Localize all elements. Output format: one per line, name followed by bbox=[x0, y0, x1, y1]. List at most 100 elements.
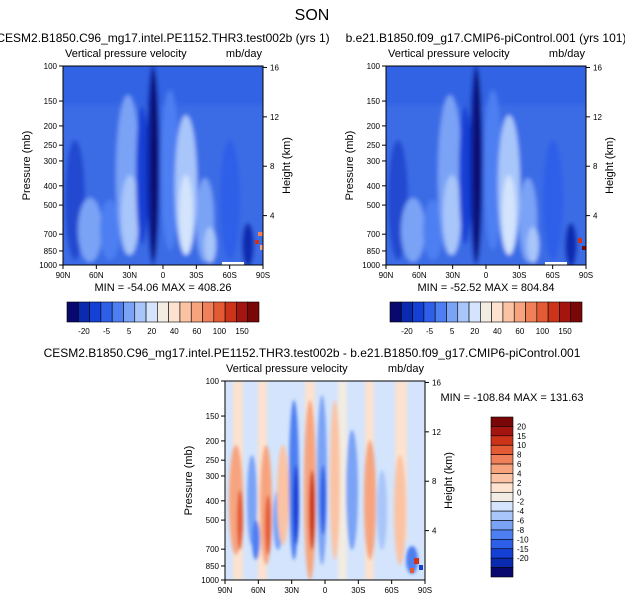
y-right-axis-label: Height (km) bbox=[281, 137, 293, 194]
plot-field bbox=[386, 66, 586, 265]
colorbar-swatch bbox=[389, 301, 402, 323]
colorbar-swatch bbox=[513, 301, 526, 323]
y-tick-label: 850 bbox=[206, 562, 220, 571]
y-tick-label: 500 bbox=[44, 201, 58, 210]
x-tick-label: 60N bbox=[251, 586, 266, 595]
y-tick-label: 250 bbox=[206, 456, 220, 465]
x-tick-label: 60S bbox=[385, 586, 399, 595]
panel-control-right: b.e21.B1850.f09_g17.CMIP6-piControl.001 … bbox=[344, 31, 625, 336]
colorbar-swatch bbox=[236, 301, 249, 323]
colorbar-label: 5 bbox=[127, 327, 132, 336]
x-tick-label: 60S bbox=[223, 271, 237, 280]
y-tick-label: 1000 bbox=[201, 576, 219, 585]
stats-label: MIN = -108.84 MAX = 131.63 bbox=[440, 392, 583, 404]
y-right-tick-label: 4 bbox=[593, 212, 598, 221]
y-tick-label: 500 bbox=[367, 201, 381, 210]
colorbar-swatch bbox=[100, 301, 113, 323]
colorbar-label: 100 bbox=[213, 327, 227, 336]
colorbar-label: 40 bbox=[170, 327, 179, 336]
y-tick-label: 250 bbox=[44, 141, 58, 150]
x-tick-label: 0 bbox=[323, 586, 328, 595]
colorbar-swatch bbox=[247, 301, 260, 323]
y-tick-label: 700 bbox=[367, 230, 381, 239]
colorbar-swatch bbox=[490, 491, 514, 503]
colorbar-label: 150 bbox=[235, 327, 249, 336]
y-tick-label: 850 bbox=[44, 247, 58, 256]
colorbar-swatch bbox=[168, 301, 181, 323]
x-tick-label: 90S bbox=[256, 271, 270, 280]
colorbar-swatch bbox=[213, 301, 226, 323]
colorbar-swatch bbox=[423, 301, 436, 323]
colorbar-label: -4 bbox=[517, 507, 525, 516]
colorbar-swatch bbox=[491, 301, 504, 323]
colorbar-label: 4 bbox=[517, 469, 522, 478]
y-right-tick-label: 4 bbox=[270, 212, 275, 221]
panel-title: CESM2.B1850.C96_mg17.intel.PE1152.THR3.t… bbox=[44, 346, 581, 360]
colorbar-swatch bbox=[490, 510, 514, 521]
y-right-tick-label: 12 bbox=[432, 428, 441, 437]
x-tick-label: 90S bbox=[418, 586, 432, 595]
colorbar-label: 20 bbox=[470, 327, 479, 336]
colorbar-swatch bbox=[480, 301, 492, 323]
y-right-tick-label: 16 bbox=[593, 63, 602, 72]
x-tick-label: 90N bbox=[218, 586, 233, 595]
panel-right-header: mb/day bbox=[388, 363, 425, 375]
colorbar-label: 15 bbox=[517, 432, 526, 441]
y-tick-label: 400 bbox=[44, 182, 58, 191]
colorbar-label: 10 bbox=[517, 441, 526, 450]
y-tick-label: 700 bbox=[44, 230, 58, 239]
x-tick-label: 90S bbox=[579, 271, 593, 280]
y-tick-label: 850 bbox=[367, 247, 381, 256]
colorbar-swatch bbox=[202, 301, 215, 323]
y-tick-label: 1000 bbox=[39, 261, 57, 270]
y-right-tick-label: 8 bbox=[593, 162, 598, 171]
x-tick-label: 90N bbox=[379, 271, 394, 280]
y-tick-label: 150 bbox=[206, 412, 220, 421]
colorbar-swatch bbox=[111, 301, 124, 323]
y-right-tick-label: 12 bbox=[270, 113, 279, 122]
colorbar-label: 20 bbox=[147, 327, 156, 336]
y-right-tick-label: 4 bbox=[432, 527, 437, 536]
colorbar-label: 2 bbox=[517, 479, 522, 488]
x-tick-label: 0 bbox=[161, 271, 166, 280]
colorbar-swatch bbox=[412, 301, 425, 323]
colorbar-swatch bbox=[490, 444, 514, 455]
colorbar-label: -15 bbox=[517, 545, 529, 554]
y-tick-label: 400 bbox=[206, 497, 220, 506]
colorbar-label: 150 bbox=[558, 327, 572, 336]
panel-left-header: Vertical pressure velocity bbox=[226, 363, 348, 375]
colorbar-label: 20 bbox=[517, 422, 526, 431]
y-axis-label: Pressure (mb) bbox=[183, 446, 195, 516]
y-right-tick-label: 16 bbox=[270, 63, 279, 72]
colorbar-label: -5 bbox=[426, 327, 434, 336]
y-right-axis-label: Height (km) bbox=[604, 137, 616, 194]
colorbar-label: -20 bbox=[401, 327, 413, 336]
y-tick-label: 150 bbox=[367, 97, 381, 106]
colorbar-swatch bbox=[490, 557, 514, 568]
colorbar-swatch bbox=[490, 501, 514, 512]
colorbar-swatch bbox=[157, 301, 169, 323]
colorbar: -20 -5 5 20 40 60 100 150 bbox=[66, 301, 260, 336]
y-right-tick-label: 8 bbox=[432, 477, 437, 486]
colorbar-swatch bbox=[123, 301, 136, 323]
colorbar-swatch bbox=[224, 301, 237, 323]
x-tick-label: 60N bbox=[89, 271, 104, 280]
colorbar-swatch bbox=[490, 482, 514, 493]
y-tick-label: 300 bbox=[44, 157, 58, 166]
colorbar-swatch bbox=[490, 454, 514, 465]
x-tick-label: 30S bbox=[351, 586, 365, 595]
colorbar-label: 60 bbox=[515, 327, 524, 336]
y-right-axis-label: Height (km) bbox=[443, 452, 455, 509]
main-title: SON bbox=[295, 7, 330, 24]
colorbar-label: 8 bbox=[517, 451, 522, 460]
colorbar-label: 60 bbox=[192, 327, 201, 336]
colorbar-swatch bbox=[536, 301, 549, 323]
colorbar-swatch bbox=[490, 520, 514, 531]
colorbar-swatch bbox=[490, 463, 514, 474]
colorbar-swatch bbox=[547, 301, 560, 323]
y-tick-label: 200 bbox=[206, 437, 220, 446]
stats-label: MIN = -54.06 MAX = 408.26 bbox=[95, 282, 232, 294]
y-tick-label: 300 bbox=[367, 157, 381, 166]
